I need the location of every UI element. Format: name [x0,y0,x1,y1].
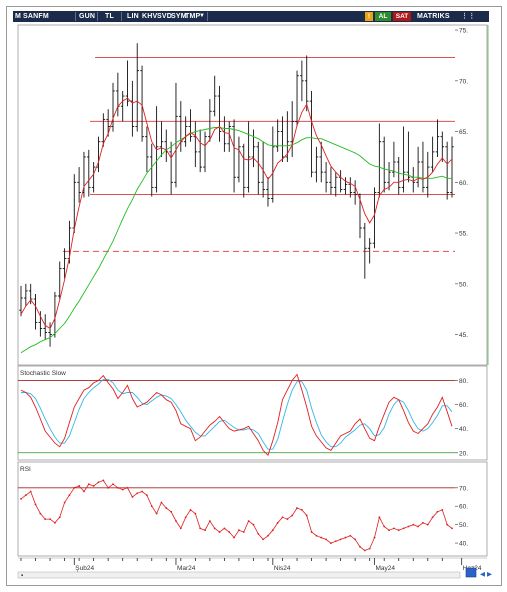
nav-prev-icon[interactable]: ◀ [480,571,486,578]
stochastic-title: Stochastic Slow [20,370,66,377]
period-button[interactable]: GUN [79,13,96,20]
date-tick-label: Nis24 [274,565,291,572]
price-tick-label: 65. [459,129,468,136]
stochastic-tick-label: 40. [459,426,468,433]
svd-button[interactable]: SVD [157,13,172,20]
rsi-tick-label: 40. [459,541,468,548]
stochastic-k-line [20,373,453,457]
brand-logo: MATRIKS [417,13,450,20]
scale-button[interactable]: LIN [127,13,139,20]
rsi-tick-label: 70. [459,485,468,492]
price-tick-label: 45. [459,332,468,339]
nav-next-icon[interactable]: ▶ [487,571,493,578]
currency-button[interactable]: TL [105,13,114,20]
buy-button[interactable]: AL [375,12,391,21]
horizontal-scrollbar[interactable] [17,571,461,579]
price-tick-label: 75. [459,28,468,35]
rsi-title: RSI [20,466,31,473]
toolbar-divider [97,12,98,21]
toolbar: M SANFM GUN TL LIN KHV SVD SYM TMP ▼ ! A… [13,11,489,22]
stochastic-tick-label: 20. [459,450,468,457]
grip-icon: ⋮⋮ [461,13,476,20]
scroll-left-icon[interactable]: • [21,573,24,580]
stochastic-d-line [21,378,453,450]
price-tick-label: 50. [459,281,468,288]
date-tick-label: May24 [376,565,396,572]
symbol-selector[interactable]: SANFM [23,13,49,20]
rsi-tick-label: 50. [459,522,468,529]
rsi-panel [17,461,488,557]
alert-button[interactable]: ! [365,12,373,21]
sym-button[interactable]: SYM [171,13,187,20]
date-tick-label: Mar24 [177,565,196,572]
dropdown-arrow-icon[interactable]: ▼ [199,13,206,19]
price-panel [17,24,488,366]
tmp-button[interactable]: TMP [185,13,201,20]
toolbar-divider [207,12,208,21]
price-tick-label: 55. [459,231,468,238]
rsi-tick-label: 60. [459,504,468,511]
stochastic-tick-label: 60. [459,402,468,409]
refresh-button[interactable] [465,567,477,578]
price-tick-label: 60. [459,180,468,187]
logo: M [15,13,22,20]
ma-short-line [20,97,453,330]
rsi-line [20,479,453,551]
toolbar-divider [121,12,122,21]
stochastic-tick-label: 80. [459,378,468,385]
date-tick-label: Şub24 [75,565,94,572]
ma-long-line [20,127,452,354]
sell-button[interactable]: SAT [393,12,411,21]
price-tick-label: 70. [459,78,468,85]
toolbar-divider [75,12,76,21]
khv-button[interactable]: KHV [142,13,158,20]
